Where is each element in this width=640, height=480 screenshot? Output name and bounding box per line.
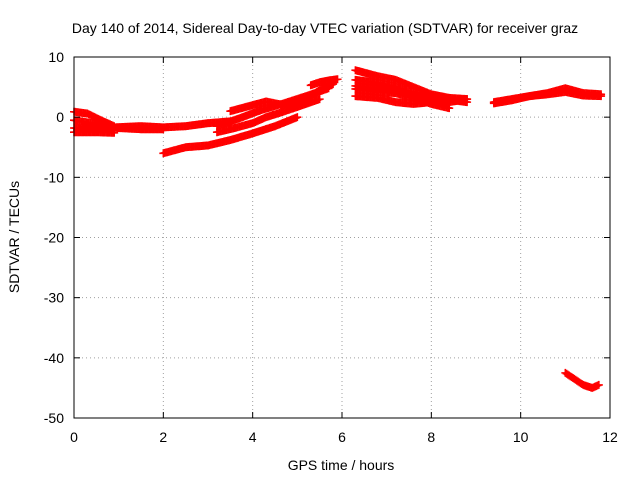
y-tick-label: -50 — [44, 410, 64, 426]
grid — [74, 57, 610, 418]
x-axis-label: GPS time / hours — [288, 457, 395, 473]
chart-title: Day 140 of 2014, Sidereal Day-to-day VTE… — [72, 20, 578, 36]
data-point — [597, 90, 606, 99]
data-point — [463, 98, 472, 107]
y-tick-label: 0 — [56, 109, 64, 125]
x-tick-labels: 0 2 4 6 8 10 12 — [70, 429, 618, 445]
series-arc-5 — [78, 122, 168, 134]
x-tick-label: 4 — [249, 429, 257, 445]
data-point — [159, 125, 168, 134]
x-tick-label: 2 — [159, 429, 167, 445]
x-tick-label: 0 — [70, 429, 78, 445]
axis-ticks — [73, 56, 611, 419]
y-axis-label: SDTVAR / TECUs — [6, 181, 22, 293]
y-tick-label: -20 — [44, 230, 64, 246]
x-tick-label: 10 — [513, 429, 529, 445]
series-arc-15 — [351, 92, 472, 108]
data-points — [70, 66, 606, 392]
x-tick-label: 6 — [338, 429, 346, 445]
series-arc-8 — [212, 95, 324, 137]
series-arc-16 — [351, 81, 472, 107]
series-arc-11 — [306, 75, 342, 90]
series-arc-9 — [226, 97, 302, 116]
series-arc-18 — [489, 84, 606, 108]
series-arc-6 — [159, 113, 302, 158]
y-tick-label: -10 — [44, 169, 64, 185]
y-tick-label: -30 — [44, 290, 64, 306]
data-point — [293, 113, 302, 122]
data-point — [594, 380, 603, 389]
data-point — [315, 95, 324, 104]
y-tick-label: 10 — [48, 49, 64, 65]
data-point — [333, 75, 342, 84]
x-tick-label: 12 — [602, 429, 618, 445]
x-tick-label: 8 — [427, 429, 435, 445]
series-arc-19 — [561, 368, 603, 392]
y-tick-labels: -50 -40 -30 -20 -10 0 10 — [44, 49, 64, 426]
y-tick-label: -40 — [44, 350, 64, 366]
